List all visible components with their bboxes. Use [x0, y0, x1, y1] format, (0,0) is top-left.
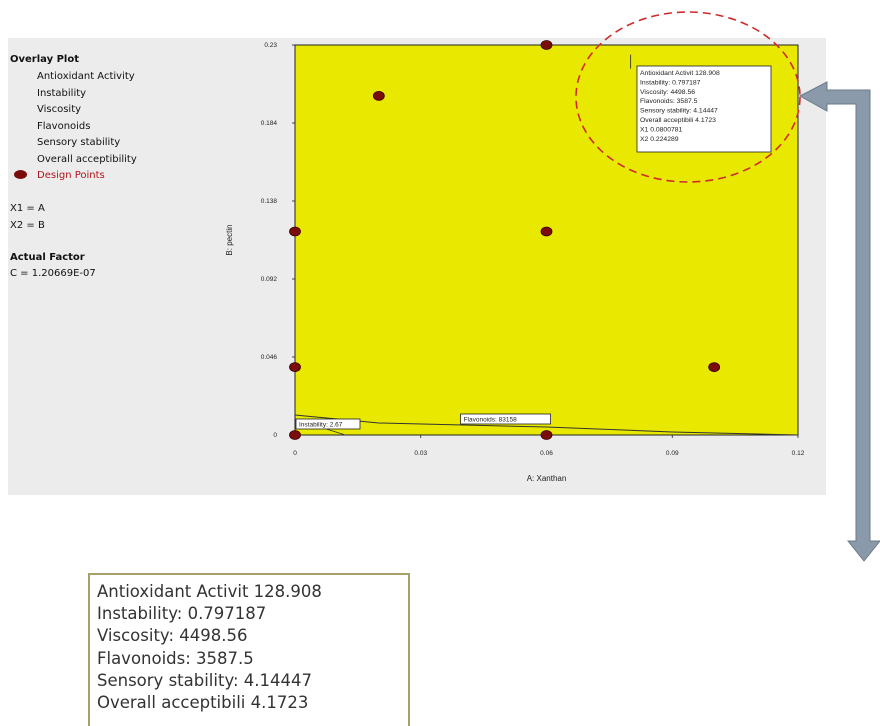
flag-line: X2 0.224289: [640, 136, 679, 143]
y-tick-label: 0: [273, 432, 277, 439]
x2-definition: X2 = B: [10, 220, 45, 231]
flag-line: Antioxidant Activit 128.908: [640, 70, 720, 77]
callout-arrow: [798, 81, 880, 562]
zoom-line-sensory-stability: Sensory stability: 4.14447: [97, 670, 313, 690]
design-point-marker: [14, 170, 27, 179]
overlay-plot-title: Overlay Plot: [10, 54, 80, 65]
boundary-label-box: [295, 418, 361, 430]
legend-design-points: Design Points: [37, 170, 105, 181]
legend-flavonoids: Flavonoids: [37, 121, 91, 132]
y-tick-label: 0.092: [261, 276, 278, 283]
zoom-line-overall-acceptibility: Overall acceptibili 4.1723: [97, 693, 309, 713]
zoomed-flag-box: Antioxidant Activit 128.908 Instability:…: [88, 573, 410, 726]
zoom-line-flavonoids: Flavonoids: 3587.5: [97, 648, 254, 668]
flag-line: X1 0.0800781: [640, 126, 683, 133]
design-point: [289, 430, 301, 440]
boundary-label: Instability: 2.67: [299, 422, 343, 429]
actual-factor-title: Actual Factor: [10, 252, 85, 263]
legend-viscosity: Viscosity: [37, 104, 82, 115]
design-point: [540, 40, 553, 50]
y-tick-label: 0.23: [264, 42, 277, 49]
flag-line: Sensory stability: 4.14447: [640, 108, 718, 115]
x-tick-label: 0.03: [414, 450, 427, 457]
flag-box: [636, 65, 772, 153]
x-tick-label: 0.06: [540, 450, 553, 457]
y-tick-label: 0.138: [261, 198, 278, 205]
x-axis-title: A: Xanthan: [527, 474, 567, 483]
legend-instability: Instability: [37, 88, 87, 99]
x1-definition: X1 = A: [10, 203, 45, 214]
boundary-label-box: [460, 413, 551, 425]
flag-line: Instability: 0.797187: [640, 79, 701, 86]
design-point: [372, 90, 385, 101]
x-tick-label: 0.09: [666, 450, 679, 457]
actual-factor-value: C = 1.20669E-07: [10, 268, 96, 279]
flag-line: Overall acceptibili 4.1723: [640, 117, 716, 124]
design-point: [540, 226, 553, 237]
legend-antioxidant: Antioxidant Activity: [37, 71, 135, 82]
design-point: [540, 430, 553, 440]
x-tick-label: 0: [293, 450, 297, 457]
legend-overall-acceptibility: Overall acceptibility: [37, 154, 137, 165]
zoom-line-antioxidant: Antioxidant Activit 128.908: [97, 582, 322, 601]
highlight-circle: [575, 11, 801, 183]
design-point: [289, 226, 301, 237]
flag-line: Viscosity: 4498.56: [640, 89, 695, 96]
legend-sensory-stability: Sensory stability: [37, 137, 121, 148]
design-point: [289, 362, 301, 373]
zoom-line-viscosity: Viscosity: 4498.56: [97, 626, 248, 646]
design-point: [708, 362, 721, 373]
y-axis-title: B: pectin: [225, 224, 234, 255]
x-tick-label: 0.12: [792, 450, 805, 457]
y-tick-label: 0.184: [261, 120, 278, 127]
flag-line: Flavonoids: 3587.5: [640, 98, 698, 105]
y-tick-label: 0.046: [261, 354, 278, 361]
boundary-label: Flavonoids: 83158: [464, 417, 518, 424]
zoom-line-instability: Instability: 0.797187: [97, 604, 267, 624]
